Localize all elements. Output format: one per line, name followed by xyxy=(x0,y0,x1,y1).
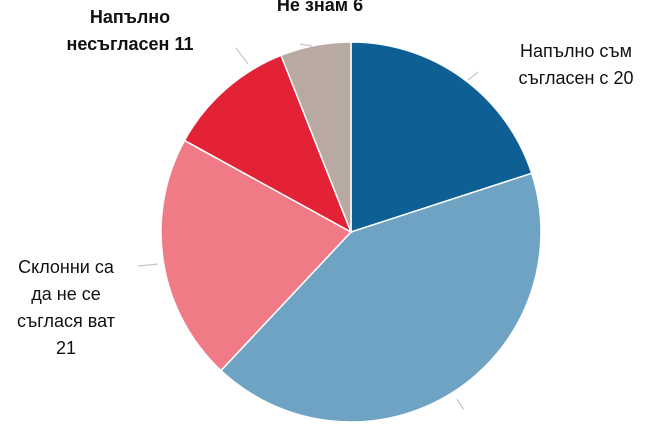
slice-label: Склонни са да не се съглася ват 21 xyxy=(10,254,122,362)
category-label: Не знам xyxy=(276,0,349,15)
pie-slice xyxy=(183,54,353,234)
slice-label: Напълно съм съгласен с 20 xyxy=(492,38,660,92)
leader-line xyxy=(456,398,464,410)
slice-label: Не знам 6 xyxy=(220,0,420,19)
leader-line xyxy=(467,71,479,81)
leader-line xyxy=(137,263,159,267)
leader-line xyxy=(299,43,313,47)
category-label: Напълно съм съгласен с xyxy=(518,41,633,88)
pie-slice xyxy=(219,172,542,423)
pie-slice xyxy=(350,41,533,234)
category-label: Склонни са да не се съглася ват xyxy=(17,257,115,331)
value-label: 21 xyxy=(55,338,77,358)
slice-label: Напълно несъгласен 11 xyxy=(55,4,205,58)
leader-line xyxy=(235,47,249,65)
pie-slice xyxy=(160,139,353,372)
value-label: 11 xyxy=(174,34,194,54)
category-label: Напълно несъгласен xyxy=(66,7,171,54)
pie-slice xyxy=(280,41,352,233)
value-label: 6 xyxy=(353,0,364,15)
value-label: 20 xyxy=(613,68,634,88)
